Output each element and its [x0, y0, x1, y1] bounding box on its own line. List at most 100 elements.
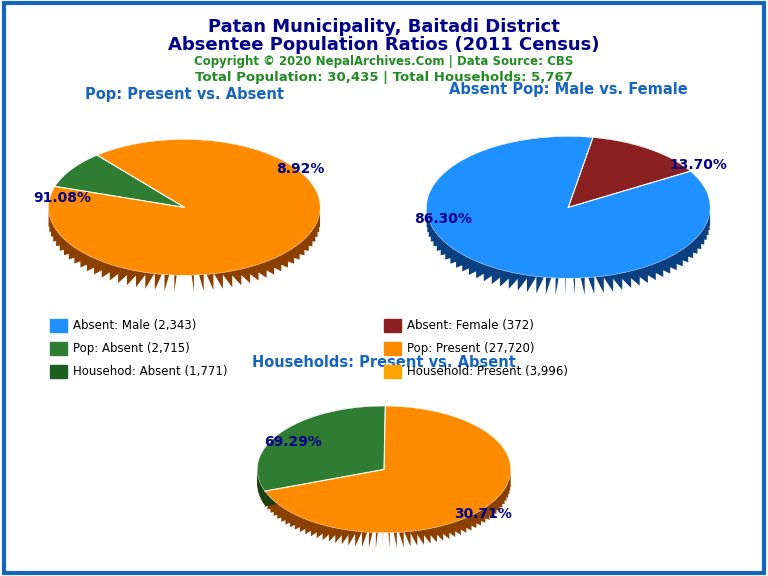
- Polygon shape: [184, 207, 309, 251]
- Polygon shape: [87, 207, 184, 271]
- Polygon shape: [277, 469, 384, 519]
- Polygon shape: [305, 469, 384, 535]
- Title: Absent Pop: Male vs. Female: Absent Pop: Male vs. Female: [449, 82, 687, 97]
- Polygon shape: [267, 469, 384, 510]
- Polygon shape: [384, 469, 443, 541]
- Polygon shape: [184, 207, 266, 278]
- Polygon shape: [508, 207, 568, 289]
- Polygon shape: [568, 207, 709, 235]
- Polygon shape: [384, 469, 485, 522]
- Polygon shape: [335, 469, 384, 543]
- Polygon shape: [257, 469, 384, 487]
- Polygon shape: [281, 469, 384, 522]
- Polygon shape: [382, 469, 384, 548]
- Text: Absent: Female (372): Absent: Female (372): [407, 319, 534, 332]
- Polygon shape: [184, 207, 194, 291]
- Polygon shape: [265, 406, 511, 533]
- Title: Households: Present vs. Absent: Households: Present vs. Absent: [252, 355, 516, 370]
- Polygon shape: [184, 207, 223, 289]
- Polygon shape: [384, 469, 476, 528]
- Polygon shape: [500, 207, 568, 286]
- Polygon shape: [69, 207, 184, 259]
- Polygon shape: [164, 207, 184, 291]
- Polygon shape: [329, 469, 384, 541]
- Polygon shape: [384, 469, 431, 544]
- Polygon shape: [426, 137, 710, 278]
- Polygon shape: [384, 469, 455, 537]
- Text: Pop: Present (27,720): Pop: Present (27,720): [407, 342, 535, 355]
- Polygon shape: [184, 207, 281, 271]
- Polygon shape: [184, 207, 316, 242]
- Polygon shape: [323, 469, 384, 540]
- Polygon shape: [384, 469, 461, 535]
- Polygon shape: [427, 207, 568, 227]
- Polygon shape: [355, 469, 384, 547]
- Polygon shape: [184, 207, 241, 285]
- Text: 86.30%: 86.30%: [415, 212, 472, 226]
- Polygon shape: [384, 469, 502, 507]
- Polygon shape: [484, 207, 568, 281]
- Polygon shape: [568, 207, 613, 291]
- Polygon shape: [568, 138, 690, 207]
- Polygon shape: [74, 207, 184, 264]
- Polygon shape: [53, 207, 184, 241]
- Polygon shape: [384, 469, 509, 494]
- Polygon shape: [127, 207, 184, 285]
- Polygon shape: [384, 469, 466, 533]
- Text: 13.70%: 13.70%: [670, 158, 728, 172]
- Polygon shape: [565, 207, 568, 295]
- Polygon shape: [568, 207, 664, 277]
- Text: 8.92%: 8.92%: [276, 162, 324, 176]
- Polygon shape: [258, 469, 384, 491]
- Polygon shape: [258, 469, 384, 493]
- Polygon shape: [568, 207, 631, 288]
- Polygon shape: [257, 469, 384, 488]
- Polygon shape: [568, 207, 640, 286]
- Polygon shape: [376, 469, 384, 548]
- Polygon shape: [568, 207, 707, 240]
- Polygon shape: [184, 207, 320, 227]
- Polygon shape: [568, 207, 604, 293]
- Polygon shape: [384, 469, 437, 542]
- Polygon shape: [118, 207, 184, 283]
- Polygon shape: [518, 207, 568, 291]
- Polygon shape: [568, 207, 594, 294]
- Polygon shape: [60, 207, 184, 251]
- Text: 30.71%: 30.71%: [454, 507, 511, 521]
- Polygon shape: [429, 207, 568, 237]
- Polygon shape: [384, 469, 489, 520]
- Polygon shape: [184, 207, 300, 260]
- Text: Absentee Population Ratios (2011 Census): Absentee Population Ratios (2011 Census): [168, 36, 600, 54]
- Polygon shape: [431, 207, 568, 241]
- Title: Pop: Present vs. Absent: Pop: Present vs. Absent: [84, 86, 284, 101]
- Polygon shape: [384, 469, 507, 501]
- Polygon shape: [184, 207, 319, 232]
- Polygon shape: [270, 469, 384, 513]
- Polygon shape: [184, 207, 214, 290]
- Polygon shape: [384, 469, 397, 548]
- Polygon shape: [184, 207, 313, 247]
- Polygon shape: [110, 207, 184, 281]
- Polygon shape: [174, 207, 184, 291]
- Polygon shape: [450, 207, 568, 264]
- Polygon shape: [342, 469, 384, 544]
- Polygon shape: [184, 207, 318, 237]
- Polygon shape: [384, 469, 511, 487]
- Polygon shape: [568, 207, 670, 274]
- Polygon shape: [568, 207, 575, 295]
- Polygon shape: [476, 207, 568, 278]
- Polygon shape: [384, 469, 472, 530]
- Polygon shape: [286, 469, 384, 525]
- Polygon shape: [546, 207, 568, 294]
- Polygon shape: [264, 469, 384, 505]
- Polygon shape: [568, 207, 694, 258]
- Polygon shape: [462, 207, 568, 271]
- Polygon shape: [184, 207, 294, 264]
- Polygon shape: [259, 469, 384, 494]
- Text: Copyright © 2020 NepalArchives.Com | Data Source: CBS: Copyright © 2020 NepalArchives.Com | Dat…: [194, 55, 574, 68]
- Polygon shape: [384, 469, 411, 547]
- Polygon shape: [536, 207, 568, 293]
- Polygon shape: [290, 469, 384, 527]
- Polygon shape: [568, 207, 584, 295]
- Text: Househod: Absent (1,771): Househod: Absent (1,771): [73, 365, 227, 378]
